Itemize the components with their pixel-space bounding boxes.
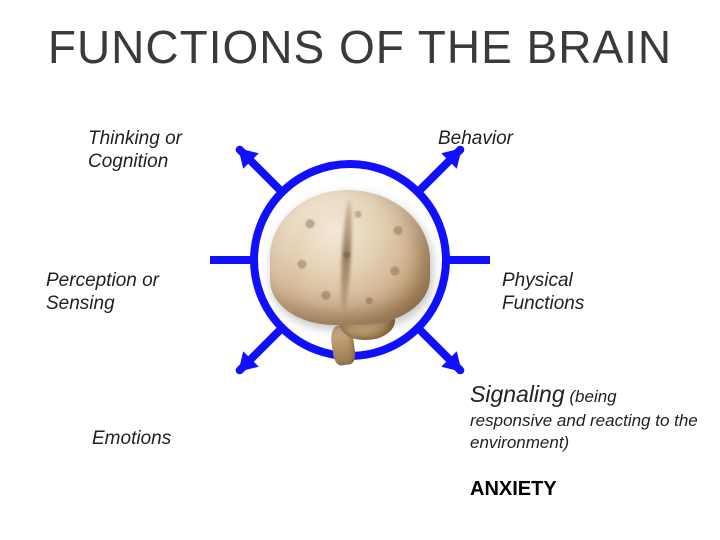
label-anxiety: ANXIETY bbox=[470, 478, 557, 501]
label-perception: Perception or Sensing bbox=[46, 270, 186, 316]
label-thinking: Thinking or Cognition bbox=[88, 128, 218, 174]
label-physical: Physical Functions bbox=[502, 270, 642, 316]
brain-icon bbox=[270, 190, 430, 325]
label-emotions: Emotions bbox=[92, 428, 212, 451]
page-title: FUNCTIONS OF THE BRAIN bbox=[0, 20, 720, 74]
brain-diagram bbox=[210, 130, 490, 410]
label-signaling: Signaling (being responsive and reacting… bbox=[470, 380, 700, 454]
